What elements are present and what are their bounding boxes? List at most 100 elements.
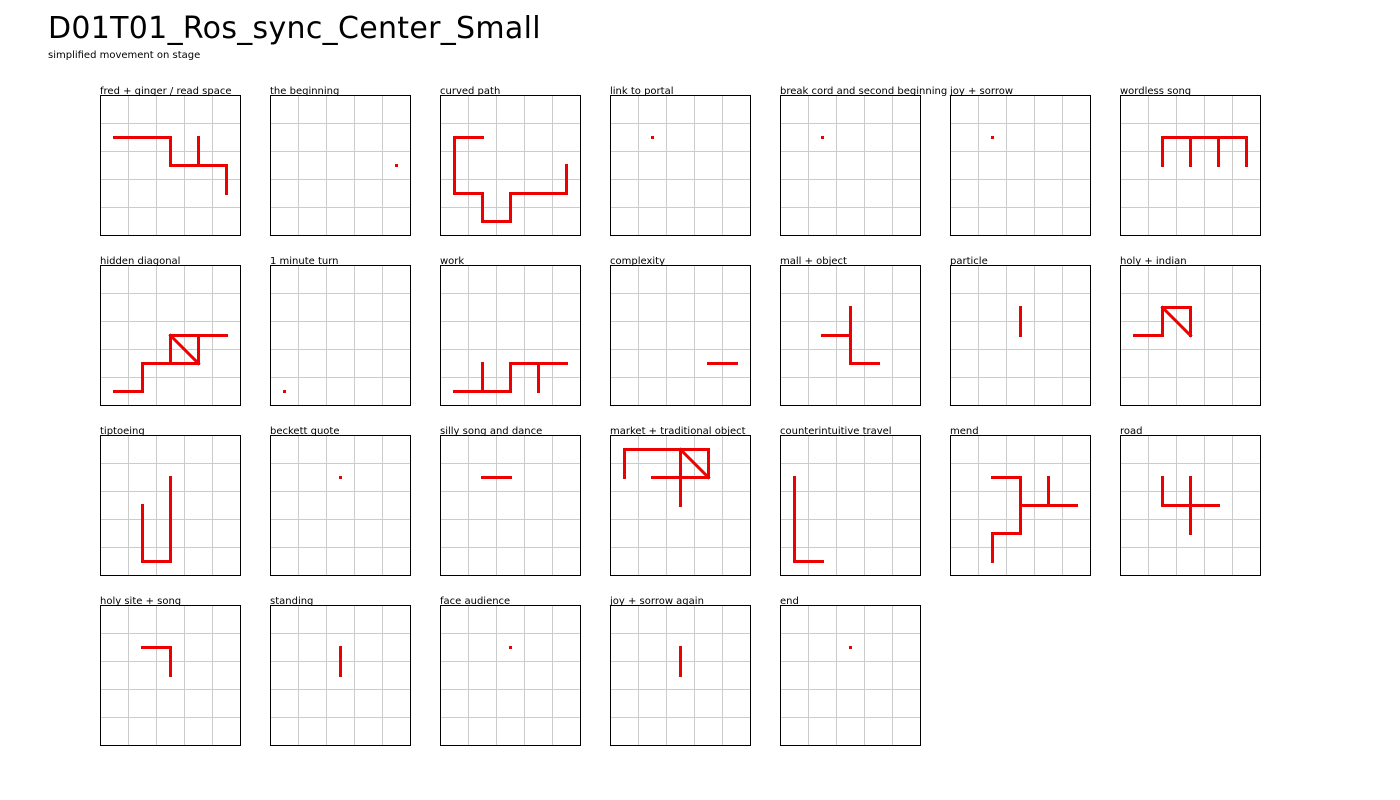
panel-label: beckett quote (270, 426, 340, 437)
movement-panel: counterintuitive travel (780, 426, 925, 586)
movement-panel: joy + sorrow again (610, 596, 755, 756)
movement-path-segment (678, 447, 711, 480)
panel-label: fred + ginger / read space (100, 86, 232, 97)
stage-frame (270, 605, 411, 746)
page-subtitle: simplified movement on stage (48, 50, 201, 61)
panel-label: particle (950, 256, 988, 267)
stage-frame (270, 95, 411, 236)
panel-label: work (440, 256, 465, 267)
stage-frame (440, 435, 581, 576)
movement-panel: mend (950, 426, 1095, 586)
stage-frame (780, 605, 921, 746)
movement-panel: 1 minute turn (270, 256, 415, 416)
panel-label: mall + object (780, 256, 847, 267)
movement-panel: holy site + song (100, 596, 245, 756)
panel-label: 1 minute turn (270, 256, 339, 267)
stage-grid (780, 605, 921, 746)
stage-frame (950, 435, 1091, 576)
stage-grid (270, 605, 411, 746)
panel-label: wordless song (1120, 86, 1192, 97)
movement-panel: beckett quote (270, 426, 415, 586)
stage-grid (100, 435, 241, 576)
stage-frame (100, 95, 241, 236)
panel-label: hidden diagonal (100, 256, 181, 267)
movement-panel: particle (950, 256, 1095, 416)
panel-label: curved path (440, 86, 501, 97)
stage-grid (440, 435, 581, 576)
movement-panel: holy + indian (1120, 256, 1265, 416)
panel-label: holy + indian (1120, 256, 1187, 267)
stage-frame (610, 265, 751, 406)
movement-panel: curved path (440, 86, 585, 246)
stage-frame (100, 435, 241, 576)
stage-grid (610, 435, 751, 576)
stage-grid (100, 265, 241, 406)
movement-panel: mall + object (780, 256, 925, 416)
stage-frame (270, 265, 411, 406)
movement-panel: silly song and dance (440, 426, 585, 586)
stage-grid (610, 95, 751, 236)
movement-panel: hidden diagonal (100, 256, 245, 416)
panel-label: road (1120, 426, 1143, 437)
panel-label: break cord and second beginning (780, 86, 948, 97)
movement-panel: tiptoeing (100, 426, 245, 586)
stage-frame (100, 265, 241, 406)
panel-label: face audience (440, 596, 511, 607)
movement-panel: the beginning (270, 86, 415, 246)
position-dot (509, 646, 512, 649)
stage-grid (100, 605, 241, 746)
panel-label: link to portal (610, 86, 674, 97)
stage-grid (780, 265, 921, 406)
stage-grid (270, 95, 411, 236)
stage-frame (780, 435, 921, 576)
stage-frame (440, 605, 581, 746)
movement-panel: wordless song (1120, 86, 1265, 246)
movement-panel: break cord and second beginning (780, 86, 947, 246)
stage-grid (610, 265, 751, 406)
panel-label: tiptoeing (100, 426, 145, 437)
panel-label: counterintuitive travel (780, 426, 892, 437)
movement-panel: link to portal (610, 86, 755, 246)
position-dot (651, 136, 654, 139)
stage-grid (950, 265, 1091, 406)
movement-path-segment (168, 333, 201, 366)
stage-frame (610, 435, 751, 576)
stage-grid (950, 95, 1091, 236)
panel-label: joy + sorrow again (610, 596, 704, 607)
stage-grid (1120, 95, 1261, 236)
stage-frame (780, 265, 921, 406)
stage-frame (950, 265, 1091, 406)
movement-panel: complexity (610, 256, 755, 416)
panel-label: end (780, 596, 799, 607)
stage-grid (270, 265, 411, 406)
movement-panel: work (440, 256, 585, 416)
position-dot (395, 164, 398, 167)
stage-frame (610, 605, 751, 746)
movement-panel: fred + ginger / read space (100, 86, 245, 246)
stage-grid (780, 95, 921, 236)
stage-frame (950, 95, 1091, 236)
position-dot (283, 390, 286, 393)
stage-grid (270, 435, 411, 576)
position-dot (339, 476, 342, 479)
stage-frame (610, 95, 751, 236)
stage-frame (1120, 95, 1261, 236)
panel-label: the beginning (270, 86, 340, 97)
position-dot (991, 136, 994, 139)
stage-frame (780, 95, 921, 236)
stage-grid (440, 95, 581, 236)
stage-frame (440, 265, 581, 406)
panel-label: holy site + song (100, 596, 182, 607)
movement-panel: standing (270, 596, 415, 756)
movement-path-segment (1160, 305, 1193, 338)
movement-panel: market + traditional object (610, 426, 755, 586)
stage-frame (1120, 265, 1261, 406)
stage-frame (440, 95, 581, 236)
stage-grid (440, 265, 581, 406)
panel-label: silly song and dance (440, 426, 543, 437)
movement-panel: joy + sorrow (950, 86, 1095, 246)
stage-grid (950, 435, 1091, 576)
movement-panel: face audience (440, 596, 585, 756)
stage-frame (1120, 435, 1261, 576)
